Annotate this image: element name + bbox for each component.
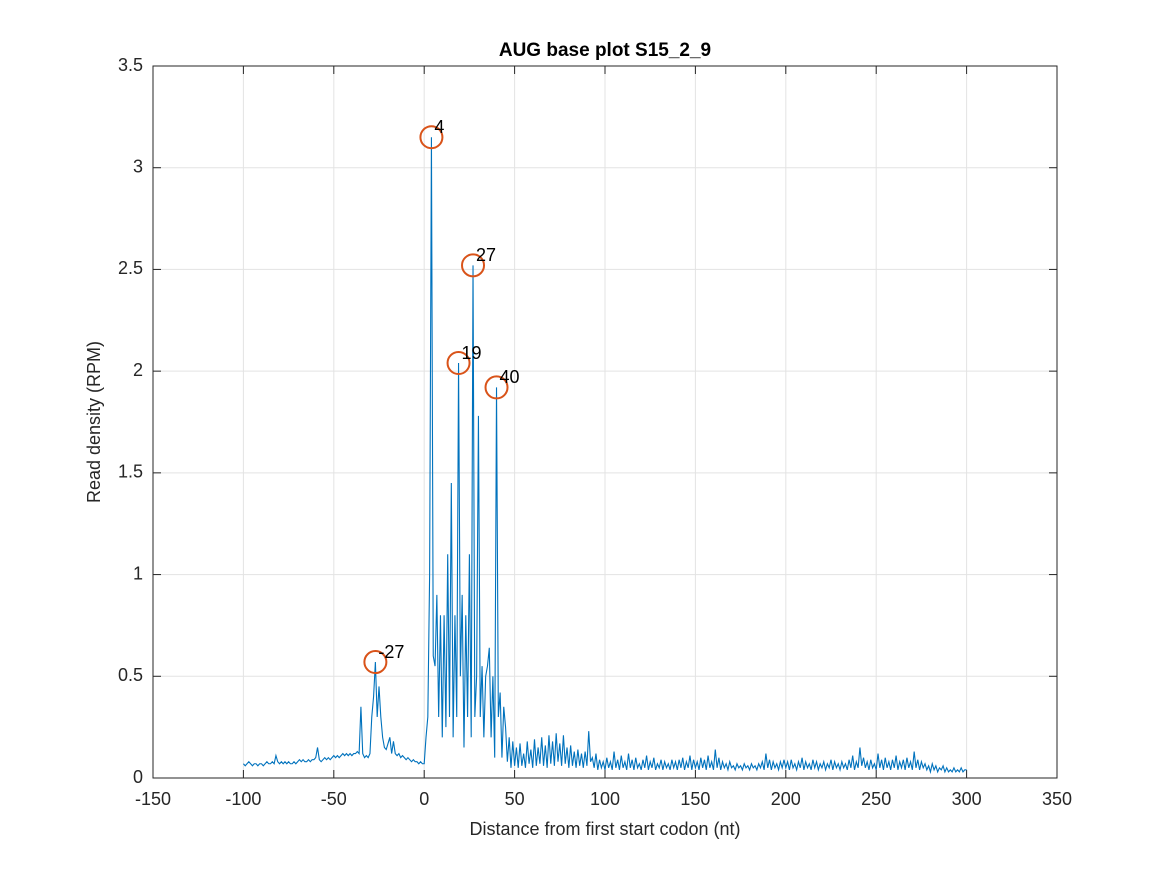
x-tick-label: 100 (590, 789, 620, 809)
x-tick-label: 200 (771, 789, 801, 809)
y-tick-label: 1 (133, 563, 143, 583)
peak-marker (446, 351, 471, 376)
x-tick-label: 0 (419, 789, 429, 809)
x-tick-label: 50 (505, 789, 525, 809)
y-tick-label: 0 (133, 767, 143, 787)
x-tick-label: -150 (135, 789, 171, 809)
y-tick-label: 3 (133, 156, 143, 176)
y-tick-label: 3.5 (118, 55, 143, 75)
peak-marker (461, 253, 486, 278)
peak-marker (419, 125, 444, 150)
axes-box (152, 65, 1058, 779)
x-tick-label: -50 (321, 789, 347, 809)
y-tick-label: 1.5 (118, 462, 143, 482)
peak-marker (484, 375, 509, 400)
x-tick-label: 250 (861, 789, 891, 809)
peak-label: -27 (378, 642, 404, 662)
peak-label: 40 (500, 367, 520, 387)
y-tick-label: 2.5 (118, 258, 143, 278)
x-tick-label: -100 (225, 789, 261, 809)
x-tick-label: 150 (680, 789, 710, 809)
y-tick-label: 0.5 (118, 665, 143, 685)
x-tick-label: 300 (952, 789, 982, 809)
peak-label: 27 (476, 245, 496, 265)
peak-label: 19 (462, 343, 482, 363)
x-tick-label: 350 (1042, 789, 1072, 809)
chart-title: AUG base plot S15_2_9 (499, 40, 711, 61)
y-axis-label: Read density (RPM) (84, 341, 104, 503)
x-axis-label: Distance from first start codon (nt) (469, 819, 740, 839)
peak-marker (363, 650, 388, 675)
peak-label: 4 (434, 117, 444, 137)
y-tick-label: 2 (133, 360, 143, 380)
data-line (242, 137, 967, 775)
